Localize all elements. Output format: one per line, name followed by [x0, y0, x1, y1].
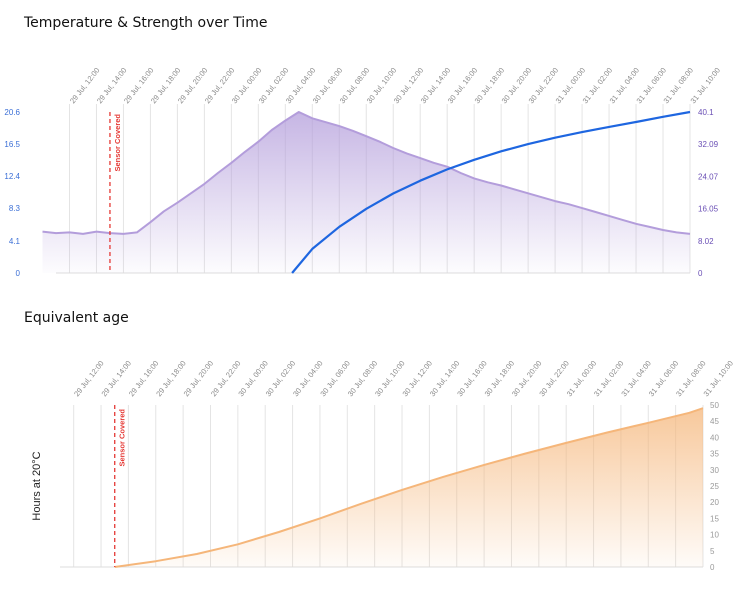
x-tick-label: 30 Jul, 00:00 — [236, 359, 270, 398]
y-right-tick-label: 24.07 — [698, 172, 719, 181]
equivalent-age-area — [114, 408, 703, 567]
y-tick-label: 15 — [710, 514, 719, 523]
x-tick-label: 30 Jul, 18:00 — [483, 359, 517, 398]
y-tick-label: 50 — [710, 401, 719, 410]
x-tick-label: 30 Jul, 12:00 — [401, 359, 435, 398]
y-tick-label: 45 — [710, 417, 719, 426]
y-left-tick-label: 4.1 — [9, 237, 21, 246]
equivalent-age-line — [114, 407, 704, 568]
y-tick-label: 0 — [710, 563, 715, 572]
x-tick-label: 29 Jul, 18:00 — [154, 359, 188, 398]
chart1-title: Temperature & Strength over Time — [24, 15, 268, 31]
x-tick-label: 30 Jul, 08:00 — [346, 359, 380, 398]
y-left-tick-label: 20.6 — [4, 108, 20, 117]
y-right-tick-label: 32.09 — [698, 140, 719, 149]
x-tick-label: 29 Jul, 16:00 — [127, 359, 161, 398]
x-tick-label: 30 Jul, 06:00 — [318, 359, 352, 398]
y-tick-label: 40 — [710, 433, 719, 442]
y-tick-label: 10 — [710, 531, 719, 540]
x-tick-label: 30 Jul, 14:00 — [428, 359, 462, 398]
y-left-tick-label: 16.5 — [4, 140, 20, 149]
temperature-area — [42, 112, 690, 273]
sensor-covered-label: Sensor Covered — [118, 409, 127, 467]
x-tick-label: 30 Jul, 04:00 — [291, 359, 325, 398]
y-right-tick-label: 16.05 — [698, 205, 719, 214]
y-right-tick-label: 40.1 — [698, 108, 714, 117]
y-tick-label: 25 — [710, 482, 719, 491]
y-left-tick-label: 12.4 — [4, 172, 20, 181]
y-tick-label: 30 — [710, 466, 719, 475]
y-left-tick-label: 8.3 — [9, 204, 21, 213]
x-tick-label: 31 Jul, 06:00 — [647, 359, 681, 398]
chart2-title: Equivalent age — [24, 310, 129, 326]
y-right-tick-label: 8.02 — [698, 237, 714, 246]
sensor-covered-label: Sensor Covered — [113, 114, 122, 172]
x-tick-label: 30 Jul, 20:00 — [510, 359, 544, 398]
x-tick-label: 30 Jul, 10:00 — [373, 359, 407, 398]
x-tick-label: 31 Jul, 04:00 — [619, 359, 653, 398]
temperature-line — [42, 111, 691, 235]
x-tick-label: 30 Jul, 22:00 — [537, 359, 571, 398]
y-tick-label: 20 — [710, 498, 719, 507]
y-axis-title: Hours at 20°C — [31, 451, 43, 520]
y-tick-label: 5 — [710, 547, 715, 556]
x-tick-label: 31 Jul, 08:00 — [674, 359, 708, 398]
y-left-tick-label: 0 — [16, 269, 21, 278]
y-tick-label: 35 — [710, 450, 719, 459]
x-tick-label: 29 Jul, 12:00 — [72, 359, 106, 398]
x-tick-label: 31 Jul, 00:00 — [565, 359, 599, 398]
x-tick-label: 29 Jul, 14:00 — [100, 359, 134, 398]
x-tick-label: 29 Jul, 22:00 — [209, 359, 243, 398]
x-tick-label: 30 Jul, 02:00 — [264, 359, 298, 398]
strength-line — [291, 110, 691, 274]
x-tick-label: 30 Jul, 16:00 — [455, 359, 489, 398]
y-right-tick-label: 0 — [698, 269, 703, 278]
x-tick-label: 29 Jul, 20:00 — [182, 359, 216, 398]
x-tick-label: 31 Jul, 10:00 — [701, 359, 733, 398]
x-tick-label: 31 Jul, 02:00 — [592, 359, 626, 398]
